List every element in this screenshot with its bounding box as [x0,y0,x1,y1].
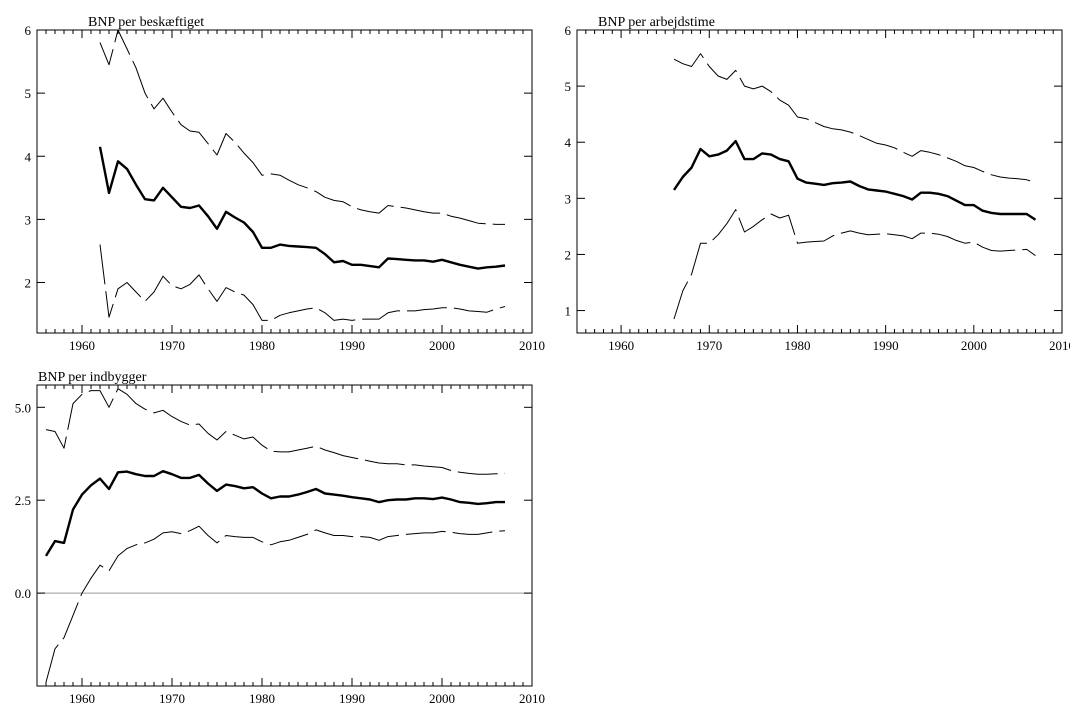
x-tick-label: 2010 [519,338,545,353]
x-tick-label: 1990 [339,691,365,706]
estimate-line [44,470,505,557]
lower-band-line [673,209,1036,320]
x-tick-label: 1960 [69,691,95,706]
x-tick-label: 1970 [696,338,722,353]
panel-3: BNP per indbygger 1960 1970 1980 1990 2000 201… [15,370,545,706]
x-tick-label: 2000 [429,691,455,706]
panel-2: BNP per arbejdstime 1960 1970 1980 1990 2000 2… [565,15,1070,353]
x-tick-label: 2000 [961,338,987,353]
y-tick-label: 2.5 [15,493,31,508]
x-tick-label: 2010 [519,691,545,706]
estimate-line [98,146,506,270]
x-tick-label: 1960 [69,338,95,353]
panel-1: BNP per beskæftiget 1960 1970 1980 1990 2000 2… [25,15,546,353]
y-tick-label: 4 [565,135,572,150]
y-tick-label: 5 [565,79,572,94]
estimate-line [673,139,1037,221]
plot-frame [36,384,533,687]
y-tick-label: 6 [565,23,572,38]
y-tick-label: 1 [565,304,572,319]
lower-band-line [45,525,506,683]
x-tick-label: 1970 [159,691,185,706]
y-tick-label: 0.0 [15,586,31,601]
y-tick-label: 3 [565,191,572,206]
y-tick-label: 5 [25,86,32,101]
y-tick-label: 3 [25,212,32,227]
x-tick-label: 1980 [249,338,275,353]
upper-band-line [673,53,1036,184]
x-tick-label: 2010 [1049,338,1070,353]
x-tick-label: 1990 [873,338,899,353]
lower-band-line [99,244,506,321]
plot-frame [36,29,533,334]
upper-band-line [45,388,506,475]
x-tick-label: 1980 [249,691,275,706]
y-tick-label: 2 [25,276,32,291]
panel-title: BNP per indbygger [38,370,147,385]
x-tick-label: 2000 [429,338,455,353]
y-tick-label: 2 [565,247,572,262]
plot-frame [576,29,1063,334]
x-tick-label: 1980 [784,338,810,353]
panel-title: BNP per arbejdstime [598,15,715,30]
x-tick-label: 1990 [339,338,365,353]
y-tick-label: 5.0 [15,400,31,415]
panel-title: BNP per beskæftiget [88,15,204,30]
y-tick-label: 4 [25,149,32,164]
upper-band-line [99,29,505,225]
y-tick-label: 6 [25,23,32,38]
x-tick-label: 1960 [608,338,634,353]
x-tick-label: 1970 [159,338,185,353]
